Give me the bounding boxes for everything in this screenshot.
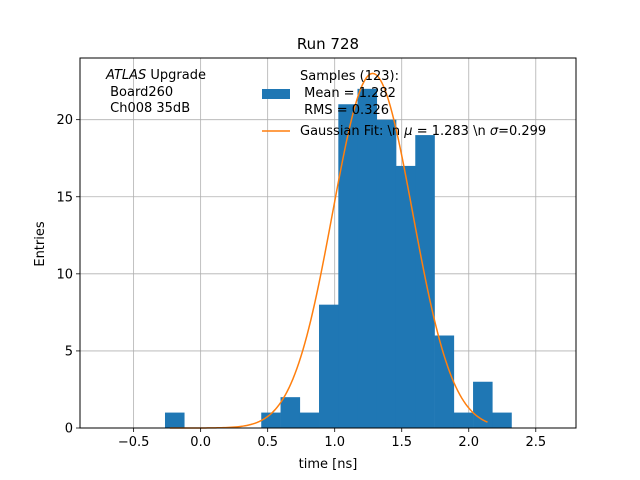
histogram-bars: [164, 88, 512, 429]
y-tick-label-0: 0: [65, 422, 73, 437]
y-tick-label-3: 15: [56, 190, 73, 205]
histogram-bar-4: [319, 304, 339, 428]
histogram-bar-9: [415, 135, 435, 429]
legend-fit-mu-symbol: μ: [403, 124, 412, 139]
x-tick-label-5: 2.0: [458, 435, 479, 450]
annotation-atlas: ATLAS: [105, 68, 146, 83]
x-tick-label-6: 2.5: [525, 435, 546, 450]
histogram-bar-10: [434, 335, 455, 428]
annotation-line-1: ATLAS Upgrade: [105, 68, 206, 83]
legend-hist-line-1: Samples (123):: [300, 69, 399, 84]
histogram-bar-2: [280, 397, 301, 428]
chart-title: Run 728: [297, 35, 359, 53]
legend: Samples (123): Mean = 1.282 RMS = 0.326 …: [262, 69, 546, 139]
legend-fit-label: Gaussian Fit: \n μ = 1.283 \n σ=0.299: [300, 124, 546, 139]
x-tick-label-4: 1.5: [391, 435, 412, 450]
x-tick-label-1: 0.0: [190, 435, 211, 450]
annotation-upgrade: Upgrade: [146, 68, 206, 83]
legend-hist-swatch: [262, 89, 290, 99]
annotation-line-2: Board260: [106, 85, 173, 100]
x-tick-label-3: 1.0: [324, 435, 345, 450]
x-axis-ticks: −0.5 0.0 0.5 1.0 1.5 2.0 2.5: [118, 428, 546, 450]
legend-fit-prefix: Gaussian Fit: \n: [300, 124, 404, 139]
plot-frame: [79, 57, 577, 429]
histogram-bar-11: [453, 412, 474, 428]
y-tick-label-4: 20: [56, 113, 73, 128]
histogram-bar-6: [357, 88, 378, 428]
histogram-bar-13: [492, 412, 512, 428]
y-tick-label-2: 10: [56, 267, 73, 282]
legend-hist-line-3: RMS = 0.326: [300, 103, 389, 118]
x-axis-label: time [ns]: [299, 457, 358, 472]
histogram-bar-12: [473, 381, 493, 428]
legend-fit-mid: = 1.283 \n: [413, 124, 490, 139]
histogram-bar-7: [376, 119, 397, 429]
x-tick-label-0: −0.5: [118, 435, 150, 450]
histogram-bar-3: [299, 412, 320, 428]
histogram-bar-8: [395, 165, 416, 428]
annotation-line-3: Ch008 35dB: [106, 101, 190, 116]
y-axis-ticks: 0 5 10 15 20: [56, 113, 80, 437]
x-tick-label-2: 0.5: [257, 435, 278, 450]
histogram-bar-1: [261, 412, 281, 428]
y-tick-label-1: 5: [65, 344, 73, 359]
y-axis-label: Entries: [33, 221, 48, 267]
histogram-bar-5: [338, 104, 358, 428]
atlas-annotation: ATLAS Upgrade Board260 Ch008 35dB: [105, 68, 206, 116]
legend-fit-suffix: =0.299: [498, 124, 546, 139]
legend-fit-sigma-symbol: σ: [490, 124, 499, 139]
histogram-bar-0: [164, 412, 185, 428]
legend-hist-line-2: Mean = 1.282: [300, 86, 396, 101]
